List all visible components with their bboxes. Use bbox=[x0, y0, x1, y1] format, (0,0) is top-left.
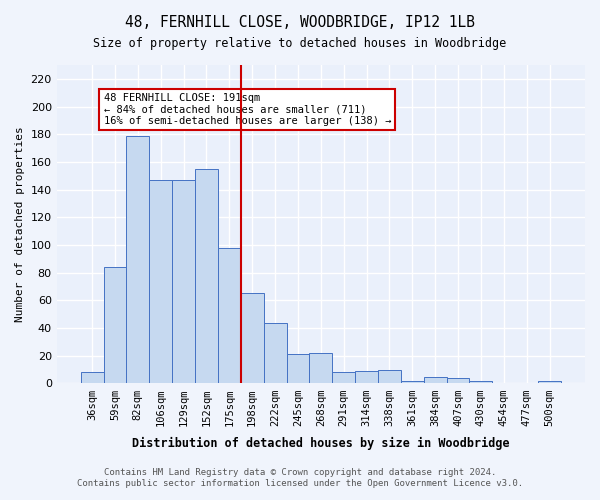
Text: Size of property relative to detached houses in Woodbridge: Size of property relative to detached ho… bbox=[94, 38, 506, 51]
Bar bbox=[424, 376, 446, 384]
Bar bbox=[241, 294, 263, 384]
Bar bbox=[104, 267, 127, 384]
Bar bbox=[355, 371, 378, 384]
Bar bbox=[401, 380, 424, 384]
X-axis label: Distribution of detached houses by size in Woodbridge: Distribution of detached houses by size … bbox=[132, 437, 509, 450]
Text: Contains HM Land Registry data © Crown copyright and database right 2024.
Contai: Contains HM Land Registry data © Crown c… bbox=[77, 468, 523, 487]
Bar bbox=[172, 180, 195, 384]
Bar bbox=[446, 378, 469, 384]
Bar bbox=[149, 180, 172, 384]
Bar bbox=[127, 136, 149, 384]
Y-axis label: Number of detached properties: Number of detached properties bbox=[15, 126, 25, 322]
Bar bbox=[218, 248, 241, 384]
Text: 48 FERNHILL CLOSE: 191sqm
← 84% of detached houses are smaller (711)
16% of semi: 48 FERNHILL CLOSE: 191sqm ← 84% of detac… bbox=[104, 92, 391, 126]
Text: 48, FERNHILL CLOSE, WOODBRIDGE, IP12 1LB: 48, FERNHILL CLOSE, WOODBRIDGE, IP12 1LB bbox=[125, 15, 475, 30]
Bar bbox=[287, 354, 310, 384]
Bar bbox=[263, 322, 287, 384]
Bar bbox=[538, 380, 561, 384]
Bar bbox=[80, 372, 104, 384]
Bar bbox=[195, 169, 218, 384]
Bar bbox=[469, 380, 493, 384]
Bar bbox=[310, 353, 332, 384]
Bar bbox=[378, 370, 401, 384]
Bar bbox=[332, 372, 355, 384]
